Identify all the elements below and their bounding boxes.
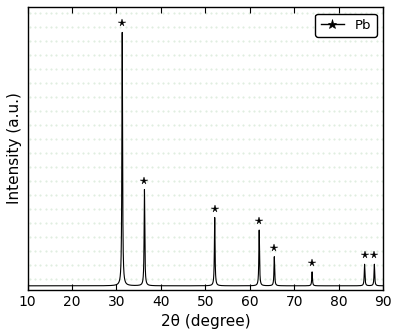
Legend: Pb: Pb — [315, 13, 377, 37]
Y-axis label: Intensity (a.u.): Intensity (a.u.) — [7, 92, 22, 204]
X-axis label: 2θ (degree): 2θ (degree) — [160, 314, 250, 329]
